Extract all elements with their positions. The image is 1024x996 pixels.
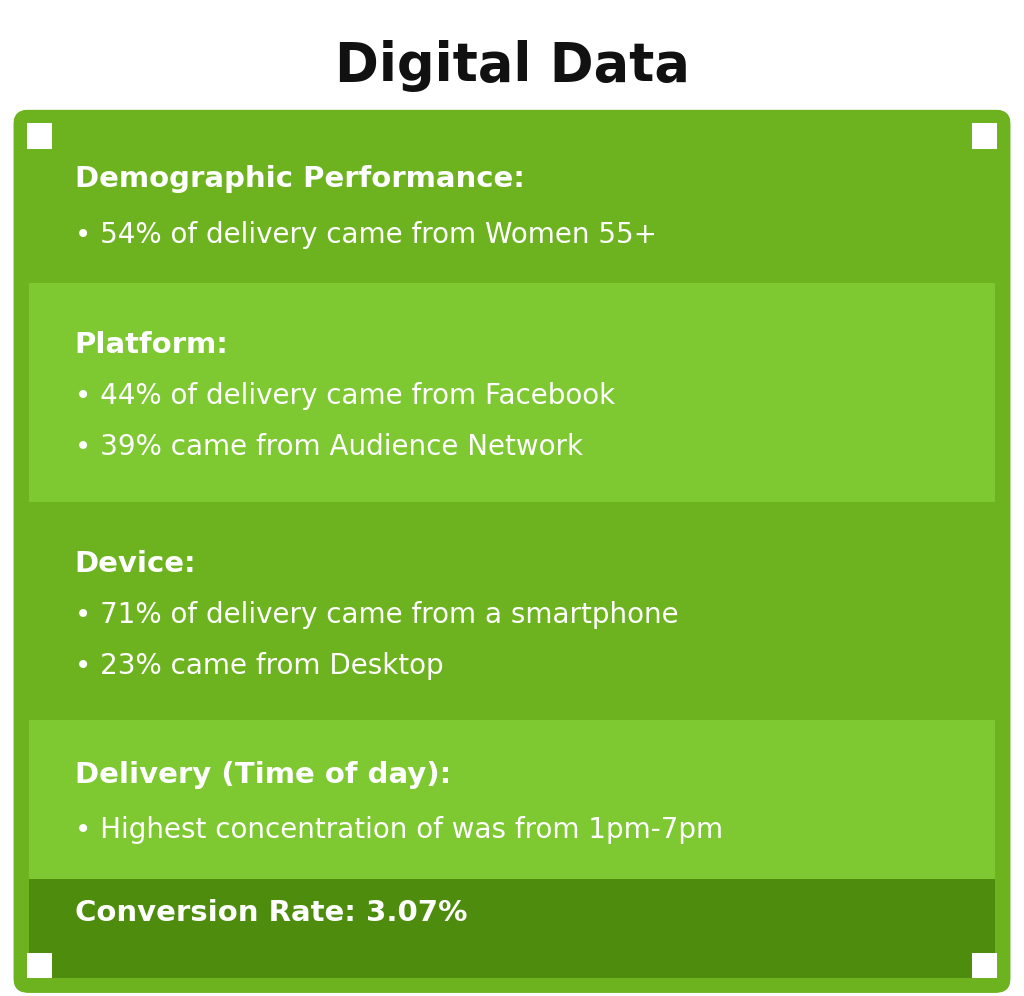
Bar — [29, 124, 995, 283]
Text: Delivery (Time of day):: Delivery (Time of day): — [75, 761, 451, 789]
Bar — [27, 953, 52, 978]
Bar — [29, 720, 995, 878]
Bar — [972, 953, 997, 978]
Text: • 54% of delivery came from Women 55+: • 54% of delivery came from Women 55+ — [75, 220, 656, 249]
Text: • 44% of delivery came from Facebook: • 44% of delivery came from Facebook — [75, 382, 614, 410]
Text: Conversion Rate: 3.07%: Conversion Rate: 3.07% — [75, 898, 467, 926]
Bar — [972, 123, 997, 149]
Bar — [29, 502, 995, 720]
Bar — [29, 878, 995, 978]
Text: • Highest concentration of was from 1pm-7pm: • Highest concentration of was from 1pm-… — [75, 816, 723, 844]
Text: Device:: Device: — [75, 550, 197, 578]
Text: • 39% came from Audience Network: • 39% came from Audience Network — [75, 433, 583, 461]
Text: Demographic Performance:: Demographic Performance: — [75, 165, 524, 193]
Bar — [27, 123, 52, 149]
Text: • 71% of delivery came from a smartphone: • 71% of delivery came from a smartphone — [75, 601, 678, 628]
Bar — [29, 283, 995, 502]
Text: • 23% came from Desktop: • 23% came from Desktop — [75, 651, 443, 679]
Text: Digital Data: Digital Data — [335, 40, 689, 92]
FancyBboxPatch shape — [13, 110, 1011, 993]
Text: Platform:: Platform: — [75, 332, 228, 360]
